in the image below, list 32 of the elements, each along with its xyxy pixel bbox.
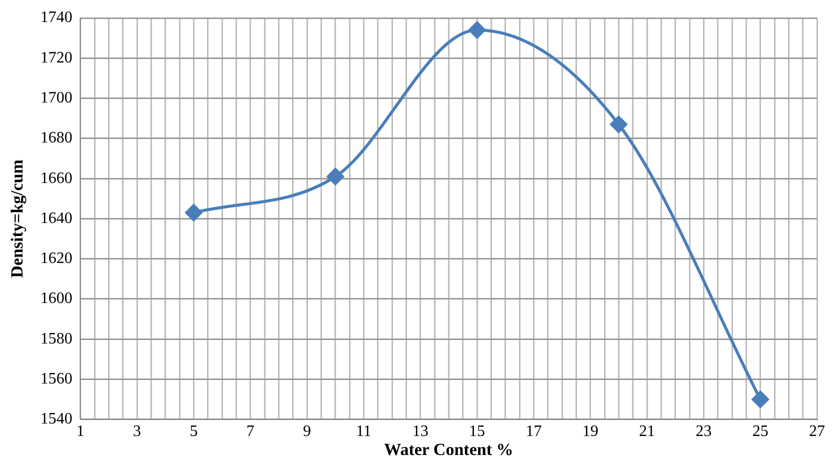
x-tick-label: 27 [809, 423, 825, 440]
x-tick-label: 9 [303, 423, 312, 440]
x-tick-label: 21 [639, 423, 656, 440]
x-tick-label: 17 [526, 423, 542, 440]
y-tick-label: 1560 [40, 370, 72, 388]
y-tick-label: 1600 [40, 290, 72, 308]
x-tick-label: 19 [582, 423, 598, 440]
x-tick-label: 11 [356, 423, 372, 440]
y-axis-title: Density=kg/cum [8, 160, 27, 278]
x-tick-label: 7 [246, 423, 254, 440]
y-tick-label: 1660 [40, 170, 72, 187]
x-tick-label: 25 [752, 423, 768, 440]
x-tick-label: 23 [696, 423, 712, 440]
y-tick-label: 1700 [40, 89, 72, 106]
x-tick-label: 15 [469, 423, 486, 440]
x-tick-label: 5 [190, 423, 198, 440]
point [752, 390, 769, 408]
x-tick-label: 1 [76, 423, 84, 440]
y-tick-label: 1640 [40, 210, 72, 227]
y-tick-label: 1620 [40, 250, 72, 268]
point [610, 116, 628, 133]
y-tick-label: 1680 [40, 130, 72, 147]
x-axis-title: Water Content % [384, 440, 514, 460]
x-tick-label: 3 [133, 423, 142, 440]
point [468, 22, 486, 39]
point [185, 204, 202, 222]
y-tick-label: 1540 [40, 410, 72, 428]
x-tick-label: 13 [412, 423, 428, 440]
y-tick-label: 1720 [40, 49, 72, 66]
y-tick-label: 1580 [40, 330, 72, 348]
y-tick-label: 1740 [40, 9, 72, 26]
point [326, 168, 344, 186]
